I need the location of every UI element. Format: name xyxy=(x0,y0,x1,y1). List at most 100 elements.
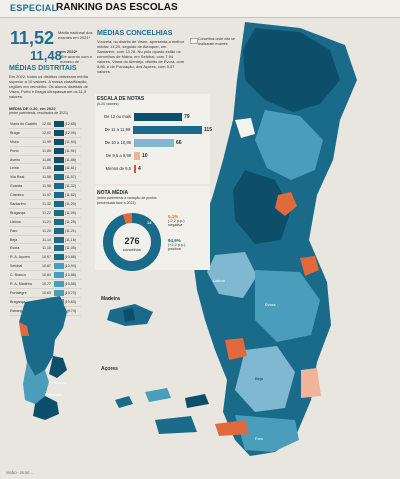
district-prev: (11,62) xyxy=(64,193,76,198)
district-value: 10,63 xyxy=(42,290,51,295)
district-name: Coimbra xyxy=(10,193,24,198)
district-swatch xyxy=(54,272,64,279)
district-row: Viseu 11,99 (11,94) xyxy=(9,138,81,147)
district-value: 11,86 xyxy=(42,157,51,162)
district-prev: (11,61) xyxy=(64,166,76,171)
scale-bar xyxy=(134,112,182,121)
district-prev: (11,16) xyxy=(64,237,76,242)
district-swatch xyxy=(54,147,64,154)
district-region-north xyxy=(19,296,67,376)
district-name: Bragança xyxy=(10,299,26,304)
negative-label: negativa xyxy=(168,223,183,227)
donut-negative-count: 14 xyxy=(147,220,152,225)
map-label-beja: Beja xyxy=(255,376,264,381)
district-name: Viana do Castelo xyxy=(10,121,37,126)
district-row: Lisboa 11,21 (11,25) xyxy=(9,218,81,227)
district-region-east xyxy=(49,356,67,378)
district-row: Évora 11,10 (11,05) xyxy=(9,244,81,254)
district-swatch xyxy=(54,209,64,216)
scale-bar-label: De 12 ou mais xyxy=(104,114,131,119)
district-prev: (10,63) xyxy=(64,299,76,304)
scale-subtitle: (0-20 valores) xyxy=(97,102,119,106)
district-name: C. Branco xyxy=(10,273,26,278)
district-value: 11,20 xyxy=(42,228,51,233)
scale-bar-row: De 11 a 11,99 115 xyxy=(97,123,212,136)
district-name: Leiria xyxy=(10,166,19,171)
district-table-subtitle: (entre parêntesis, resultados de 2021) xyxy=(9,111,69,115)
district-prev: (10,58) xyxy=(64,281,76,286)
negative-municipality xyxy=(275,192,297,216)
scale-bar-row: Menos de 9,5 4 xyxy=(97,162,212,175)
district-row: Faro 11,20 (11,21) xyxy=(9,227,81,236)
district-row: Beja 11,14 (11,16) xyxy=(9,236,81,245)
district-name: Setúbal xyxy=(10,264,23,269)
scale-bar-value: 115 xyxy=(203,126,212,133)
district-value: 10,84 xyxy=(42,273,51,278)
page-title: RANKING DAS ESCOLAS xyxy=(56,2,178,13)
scale-bar xyxy=(134,138,174,147)
district-prev: (11,94) xyxy=(64,139,76,144)
district-swatch xyxy=(54,192,64,199)
district-row: Santarém 11,32 (11,20) xyxy=(9,200,81,209)
scale-bar-value: 4 xyxy=(138,165,141,172)
district-name: Santarém xyxy=(10,201,26,206)
district-value: 11,14 xyxy=(42,237,51,242)
region-center-north xyxy=(255,110,323,180)
average-subtitle: (entre parêntesis a variação de pontos p… xyxy=(97,196,157,205)
no-exams-legend-swatch xyxy=(190,38,198,44)
district-name: Estrangeiro xyxy=(10,308,29,313)
district-row: Bragança 11,22 (11,09) xyxy=(9,209,81,218)
map-label-evora: Évora xyxy=(265,302,276,307)
negative-municipality xyxy=(225,338,247,360)
district-swatch xyxy=(54,165,64,172)
district-region-center xyxy=(23,362,49,404)
district-prev: (11,25) xyxy=(64,219,76,224)
map-label-faro: Faro xyxy=(255,436,264,441)
district-swatch xyxy=(54,218,64,225)
district-row: Vila Real 11,58 (11,57) xyxy=(9,173,81,183)
footer-left: VISÃO · 25 DE ... xyxy=(6,471,34,475)
district-value: 11,99 xyxy=(42,139,51,144)
negative-change: (-2,2 p.p.) xyxy=(168,219,185,223)
district-value: 11,58 xyxy=(42,184,51,189)
district-averages-title: MÉDIAS DISTRITAIS xyxy=(9,65,77,72)
district-swatch xyxy=(54,200,64,207)
district-row: C. Branco 10,84 (10,86) xyxy=(9,271,81,281)
national-average-2021: 11,52 xyxy=(10,28,55,48)
region-algarve xyxy=(235,415,299,452)
district-row: R. A. Açores 10,97 (10,88) xyxy=(9,253,81,263)
region-north xyxy=(243,28,340,112)
district-prev: (11,86) xyxy=(64,157,76,162)
district-name: Porto xyxy=(10,148,19,153)
district-swatch xyxy=(54,174,64,181)
district-row: Coimbra 11,57 (11,62) xyxy=(9,191,81,201)
district-row: Portalegre 10,63 (10,70) xyxy=(9,289,81,298)
district-swatch xyxy=(54,183,64,190)
acores-island xyxy=(215,420,249,436)
scale-bar xyxy=(133,125,202,134)
donut-total: 276 xyxy=(124,236,139,246)
scale-bar-row: De 10 a 10,99 66 xyxy=(97,136,212,149)
positive-pct: 94,9% xyxy=(168,238,181,243)
note-text: *De acordo com o número de ... xyxy=(60,54,93,64)
national-average-note: Média nacional dos exames em 2021* xyxy=(58,30,93,40)
scale-bar-value: 10 xyxy=(142,152,148,159)
district-prev: (10,94) xyxy=(64,264,76,269)
average-donut: 276 concelhos 14 xyxy=(103,213,161,271)
positive-label: positiva xyxy=(168,247,181,251)
acores-island xyxy=(155,416,197,434)
district-value: 11,85 xyxy=(42,166,51,171)
scale-bar xyxy=(134,164,136,173)
region-alentejo-north xyxy=(255,270,320,342)
district-prev: (11,32) xyxy=(64,184,76,189)
district-row: R. A. Madeira 10,77 (10,58) xyxy=(9,280,81,289)
district-prev: (11,05) xyxy=(64,246,76,251)
district-row: Setúbal 10,87 (10,94) xyxy=(9,262,81,272)
district-prev: (9,74) xyxy=(66,308,76,313)
district-value: 10,97 xyxy=(42,255,51,260)
madeira-municipality xyxy=(123,308,135,322)
scale-bar xyxy=(134,151,140,160)
region-lisbon-valley xyxy=(207,252,257,298)
district-name: Guarda xyxy=(10,184,22,189)
scale-bar-value: 66 xyxy=(176,139,182,146)
